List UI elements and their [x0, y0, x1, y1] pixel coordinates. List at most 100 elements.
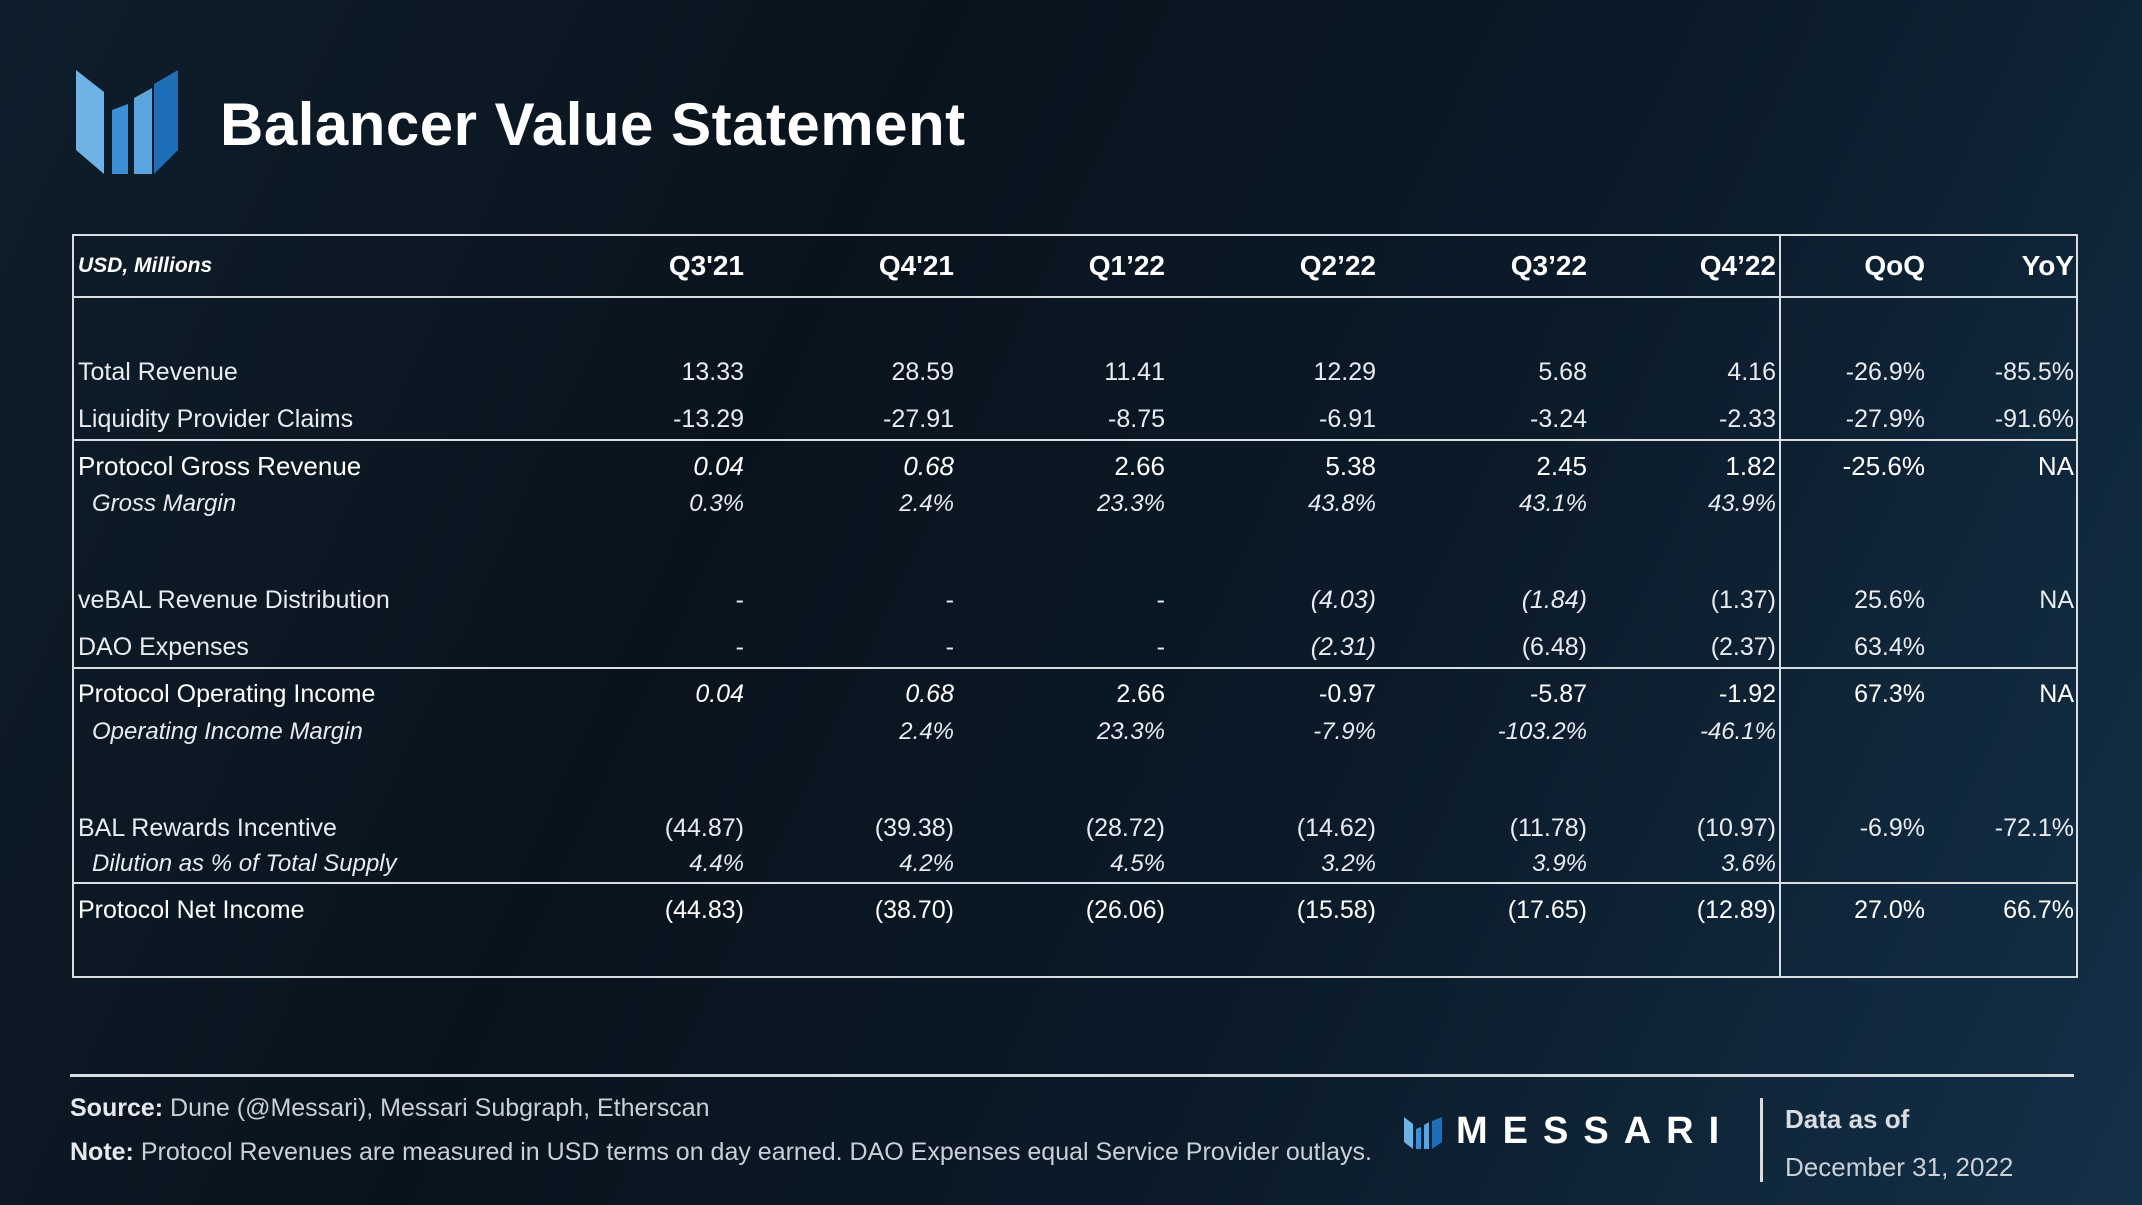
- table-cell: 2.4%: [899, 718, 954, 745]
- table-cell: -27.9%: [1845, 405, 1925, 433]
- column-header: Q1’22: [1088, 250, 1165, 281]
- table-cell: (11.78): [1509, 814, 1587, 842]
- table-cell: -26.9%: [1845, 358, 1925, 386]
- column-header: Q2’22: [1299, 250, 1376, 281]
- table-cell: (38.70): [874, 896, 954, 924]
- table-cell: -: [945, 633, 954, 661]
- table-cell: (28.72): [1085, 814, 1165, 842]
- table-cell: NA: [2039, 586, 2074, 614]
- table-row: DAO Expenses - - - (2.31) (6.48) (2.37) …: [74, 629, 2076, 665]
- table-cell: (26.06): [1085, 896, 1165, 924]
- table-cell: (10.97): [1696, 814, 1776, 842]
- table-cell: 0.04: [695, 680, 744, 708]
- column-header: Q4'21: [878, 250, 954, 281]
- table-cell: 0.68: [905, 680, 954, 708]
- column-header: YoY: [2021, 250, 2074, 281]
- table-cell: NA: [2037, 451, 2074, 481]
- data-as-of-label: Data as of: [1785, 1104, 1910, 1134]
- table-cell: 3.2%: [1321, 850, 1376, 877]
- table-cell: 11.41: [1104, 358, 1165, 386]
- table-cell: (15.58): [1296, 896, 1376, 924]
- table-cell: 23.3%: [1096, 718, 1165, 745]
- row-label: Liquidity Provider Claims: [78, 405, 354, 433]
- table-cell: NA: [2039, 680, 2074, 708]
- table-cell: 1.82: [1725, 451, 1776, 481]
- row-label: DAO Expenses: [78, 633, 249, 661]
- row-divider: [74, 439, 2076, 441]
- table-row: Protocol Net Income (44.83) (38.70) (26.…: [74, 892, 2076, 928]
- column-header: Q3’22: [1510, 250, 1587, 281]
- row-divider: [74, 667, 2076, 669]
- messari-wordmark: MESSARI: [1456, 1110, 1735, 1152]
- table-cell: 4.4%: [689, 850, 744, 877]
- table-cell: 43.8%: [1307, 490, 1376, 517]
- table-cell: -: [735, 633, 744, 661]
- messari-brand-icon: [1404, 1117, 1442, 1149]
- table-cell: (1.37): [1710, 586, 1776, 614]
- table-row: BAL Rewards Incentive (44.87) (39.38) (2…: [74, 810, 2076, 846]
- table-cell: 5.68: [1538, 358, 1587, 386]
- table-cell: (44.83): [664, 896, 744, 924]
- table-cell: 2.45: [1536, 451, 1587, 481]
- note-text: Protocol Revenues are measured in USD te…: [133, 1138, 1373, 1166]
- table-row: Protocol Gross Revenue 0.04 0.68 2.66 5.…: [74, 448, 2076, 484]
- table-cell: -: [1156, 633, 1165, 661]
- table-cell: 43.1%: [1518, 490, 1587, 517]
- table-cell: -8.75: [1108, 405, 1165, 433]
- table-cell: -25.6%: [1842, 451, 1925, 481]
- row-label: Dilution as % of Total Supply: [92, 850, 397, 877]
- table-row: Gross Margin 0.3% 2.4% 23.3% 43.8% 43.1%…: [74, 486, 2076, 522]
- table-cell: -0.97: [1319, 680, 1376, 708]
- table-cell: (4.03): [1310, 586, 1376, 614]
- table-cell: 4.5%: [1110, 850, 1165, 877]
- row-divider: [74, 882, 2076, 884]
- table-cell: -5.87: [1530, 680, 1587, 708]
- table-cell: (1.84): [1521, 586, 1587, 614]
- table-cell: -103.2%: [1497, 718, 1587, 745]
- column-header: Q3'21: [668, 250, 744, 281]
- footer-note: Note: Protocol Revenues are measured in …: [70, 1138, 1372, 1167]
- table-row: Protocol Operating Income 0.04 0.68 2.66…: [74, 676, 2076, 712]
- table-cell: (17.65): [1507, 896, 1587, 924]
- table-row: Dilution as % of Total Supply 4.4% 4.2% …: [74, 846, 2076, 882]
- table-cell: (44.87): [664, 814, 744, 842]
- table-cell: 13.33: [681, 358, 744, 386]
- row-label: veBAL Revenue Distribution: [78, 586, 390, 614]
- table-cell: 0.04: [693, 451, 744, 481]
- table-cell: 5.38: [1325, 451, 1376, 481]
- table-cell: 28.59: [891, 358, 954, 386]
- table-cell: 27.0%: [1854, 896, 1925, 924]
- header-divider: [74, 296, 2076, 298]
- value-statement-table: USD, Millions Q3'21 Q4'21 Q1’22 Q2’22 Q3…: [72, 234, 2078, 978]
- table-cell: -27.91: [883, 405, 954, 433]
- table-row: Total Revenue 13.33 28.59 11.41 12.29 5.…: [74, 354, 2076, 390]
- table-cell: 0.3%: [689, 490, 744, 517]
- table-cell: -85.5%: [1994, 358, 2074, 386]
- row-label: Protocol Gross Revenue: [78, 451, 362, 481]
- source-note: Source: Dune (@Messari), Messari Subgrap…: [70, 1094, 710, 1123]
- table-cell: (14.62): [1296, 814, 1376, 842]
- footer-separator: [1760, 1098, 1763, 1182]
- table-cell: -91.6%: [1994, 405, 2074, 433]
- table-cell: -: [945, 586, 954, 614]
- table-cell: 3.9%: [1532, 850, 1587, 877]
- table-cell: 0.68: [903, 451, 954, 481]
- table-cell: -7.9%: [1313, 718, 1376, 745]
- table-cell: 63.4%: [1854, 633, 1925, 661]
- table-cell: 67.3%: [1854, 680, 1925, 708]
- table-cell: -46.1%: [1699, 718, 1776, 745]
- table-cell: -: [1156, 586, 1165, 614]
- column-header: Q4’22: [1699, 250, 1776, 281]
- table-row: veBAL Revenue Distribution - - - (4.03) …: [74, 582, 2076, 618]
- table-row: Operating Income Margin 2.4% 23.3% -7.9%…: [74, 714, 2076, 750]
- table-cell: 3.6%: [1721, 850, 1776, 877]
- row-label: Total Revenue: [78, 358, 238, 386]
- table-cell: 12.29: [1313, 358, 1376, 386]
- table-cell: 23.3%: [1096, 490, 1165, 517]
- table-divider-vertical: [1779, 236, 1781, 976]
- page-title: Balancer Value Statement: [220, 91, 966, 158]
- source-text: Dune (@Messari), Messari Subgraph, Ether…: [163, 1094, 710, 1122]
- row-label: Operating Income Margin: [92, 718, 363, 745]
- table-cell: 2.4%: [899, 490, 954, 517]
- table-cell: -6.9%: [1859, 814, 1925, 842]
